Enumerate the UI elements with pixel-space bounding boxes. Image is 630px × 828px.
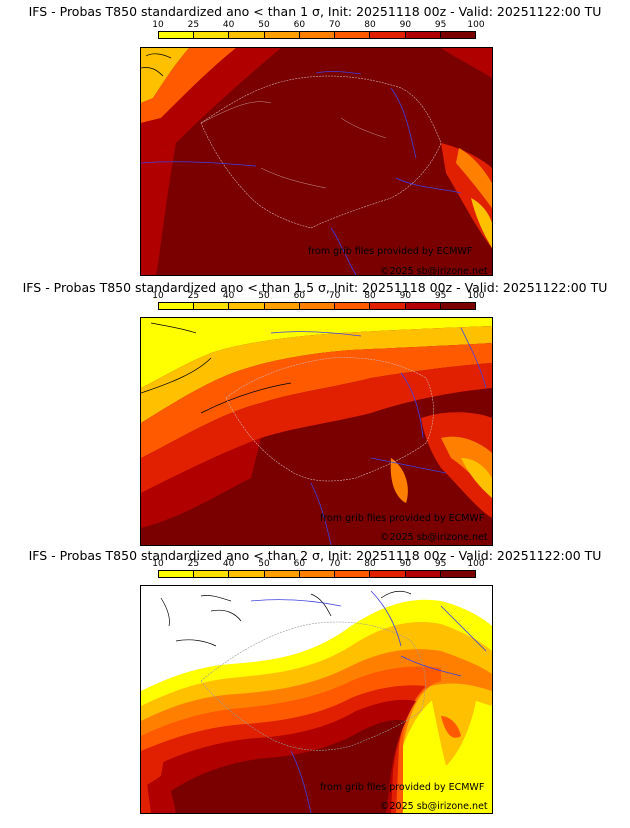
colorbar-cell	[159, 303, 195, 309]
colorbar-cell	[335, 32, 371, 38]
map-3-copyright: ©2025 sb@irizone.net	[380, 801, 488, 812]
colorbar-cell	[159, 32, 195, 38]
map-1-copyright: ©2025 sb@irizone.net	[380, 266, 488, 277]
map-3-credit: from grib files provided by ECMWF	[320, 782, 485, 793]
map-2-copyright: ©2025 sb@irizone.net	[380, 532, 488, 543]
colorbar-cell	[194, 32, 230, 38]
colorbar-tick-label: 80	[364, 291, 376, 301]
map-3-title: IFS - Probas T850 standardized ano < tha…	[28, 548, 602, 563]
colorbar-cell	[370, 32, 406, 38]
colorbar-cell	[229, 571, 265, 577]
colorbar-tick-label: 80	[364, 559, 376, 569]
colorbar-tick-label: 25	[187, 291, 200, 301]
colorbar-cell	[440, 32, 475, 38]
colorbar-cell	[370, 571, 406, 577]
colorbar-tick-label: 10	[152, 20, 164, 30]
colorbar-strip	[158, 570, 476, 578]
map-2-panel	[140, 317, 493, 546]
colorbar-tick-label: 25	[187, 559, 200, 569]
colorbar-tick-label: 70	[328, 291, 341, 301]
map-2-title: IFS - Probas T850 standardized ano < tha…	[22, 280, 608, 295]
colorbar-tick-labels: 10 25 40 50 60 70 80 90 95 100	[152, 20, 484, 30]
colorbar-cell	[229, 32, 265, 38]
colorbar-tick-label: 50	[258, 291, 270, 301]
colorbar-cell	[264, 32, 300, 38]
colorbar-cell	[194, 303, 230, 309]
colorbar-tick-label: 40	[222, 20, 235, 30]
colorbar-cell	[405, 32, 441, 38]
colorbar-strip	[158, 302, 476, 310]
colorbar-tick-label: 100	[467, 559, 485, 569]
map-1-title: IFS - Probas T850 standardized ano < tha…	[28, 4, 602, 19]
colorbar-tick-labels: 10 25 40 50 60 70 80 90 95 100	[152, 291, 484, 301]
colorbar-tick-label: 95	[434, 559, 447, 569]
colorbar-tick-label: 60	[293, 291, 306, 301]
colorbar-strip	[158, 31, 476, 39]
map-3-panel	[140, 585, 493, 814]
colorbar-cell	[229, 303, 265, 309]
colorbar-tick-label: 70	[328, 559, 341, 569]
colorbar-tick-label: 70	[328, 20, 341, 30]
colorbar-tick-label: 25	[187, 20, 200, 30]
colorbar-cell	[440, 303, 475, 309]
map-1-colorbar: 10 25 40 50 60 70 80 90 95 100	[152, 20, 485, 41]
colorbar-tick-label: 50	[258, 20, 270, 30]
map-2-colorbar: 10 25 40 50 60 70 80 90 95 100	[152, 291, 485, 312]
colorbar-tick-labels: 10 25 40 50 60 70 80 90 95 100	[152, 559, 484, 569]
map-1-credit: from grib files provided by ECMWF	[308, 246, 473, 257]
colorbar-cell	[440, 571, 475, 577]
colorbar-cell	[299, 303, 336, 309]
colorbar-tick-label: 10	[152, 291, 164, 301]
colorbar-tick-label: 50	[258, 559, 270, 569]
colorbar-cell	[264, 571, 300, 577]
colorbar-tick-label: 95	[434, 291, 447, 301]
colorbar-cell	[299, 571, 336, 577]
map-3-colorbar: 10 25 40 50 60 70 80 90 95 100	[152, 559, 485, 580]
colorbar-tick-label: 90	[399, 559, 412, 569]
colorbar-cell	[370, 303, 406, 309]
colorbar-tick-label: 60	[293, 559, 306, 569]
colorbar-tick-label: 95	[434, 20, 447, 30]
colorbar-cell	[264, 303, 300, 309]
colorbar-tick-label: 40	[222, 291, 235, 301]
colorbar-cell	[335, 571, 371, 577]
colorbar-cell	[405, 571, 441, 577]
colorbar-cell	[405, 303, 441, 309]
colorbar-tick-label: 90	[399, 291, 412, 301]
colorbar-cell	[159, 571, 195, 577]
colorbar-tick-label: 80	[364, 20, 376, 30]
map-1-panel	[140, 47, 493, 276]
colorbar-cell	[194, 571, 230, 577]
colorbar-tick-label: 60	[293, 20, 306, 30]
colorbar-tick-label: 100	[467, 291, 485, 301]
colorbar-tick-label: 40	[222, 559, 235, 569]
colorbar-cell	[299, 32, 336, 38]
colorbar-tick-label: 10	[152, 559, 164, 569]
colorbar-tick-label: 90	[399, 20, 412, 30]
colorbar-tick-label: 100	[467, 20, 485, 30]
map-2-credit: from grib files provided by ECMWF	[320, 513, 485, 524]
colorbar-cell	[335, 303, 371, 309]
